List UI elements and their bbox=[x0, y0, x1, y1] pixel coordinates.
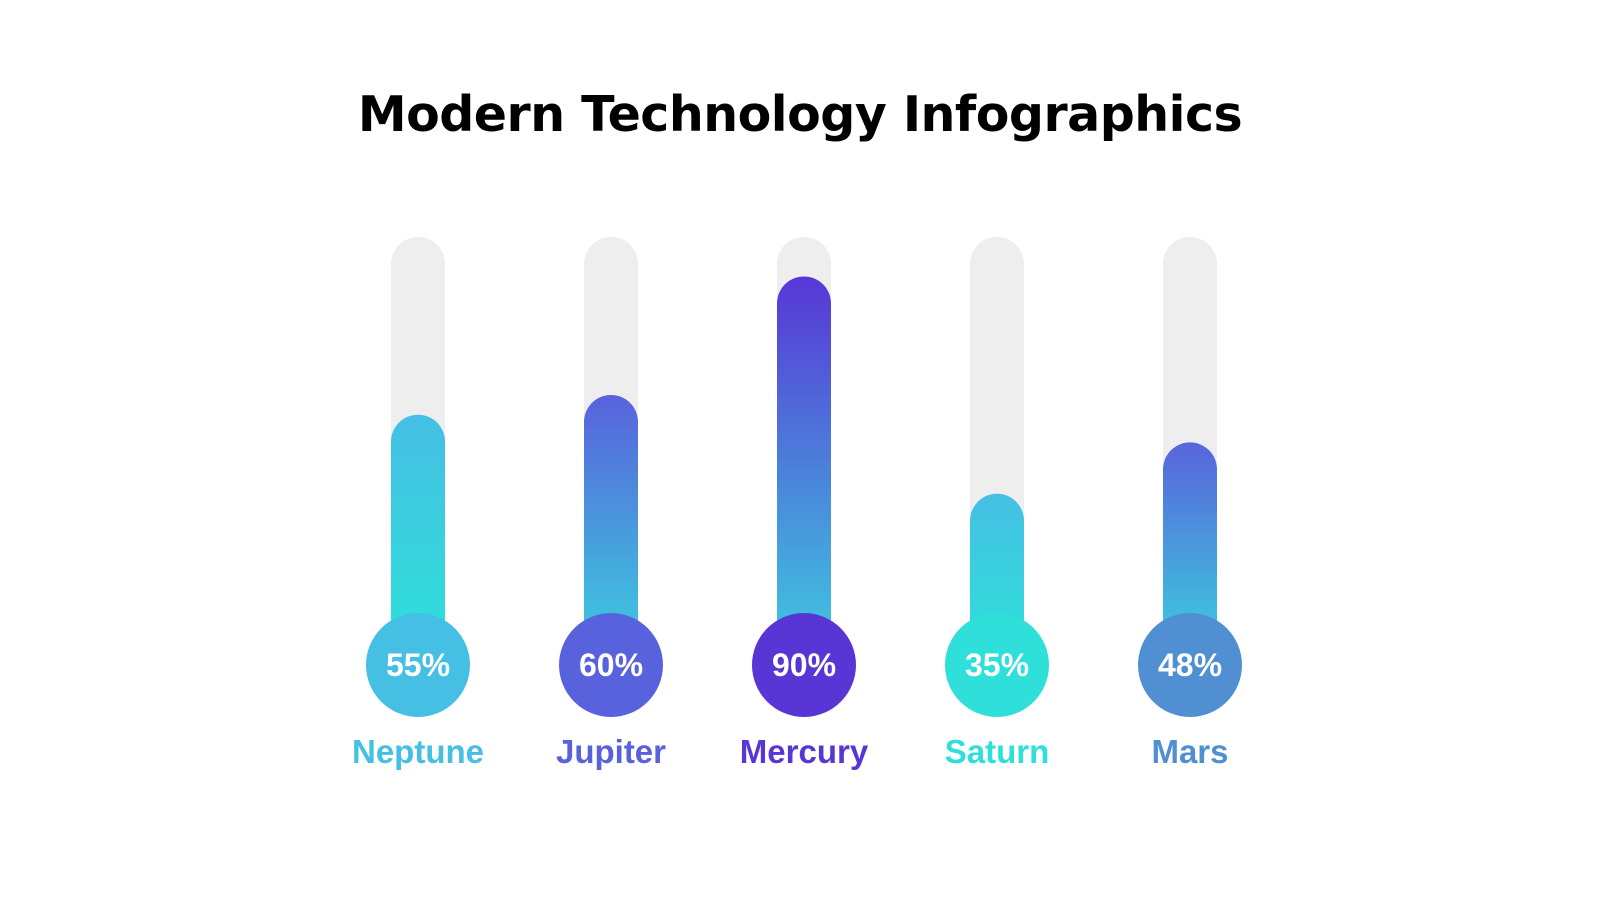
category-label-saturn: Saturn bbox=[945, 733, 1050, 770]
bar-group-mercury: 90% Mercury bbox=[740, 237, 869, 770]
category-label-mercury: Mercury bbox=[740, 733, 869, 770]
value-circle-neptune bbox=[366, 613, 470, 717]
value-label-mercury: 90% bbox=[772, 647, 836, 683]
value-label-jupiter: 60% bbox=[579, 647, 643, 683]
value-circle-mercury bbox=[752, 613, 856, 717]
bar-jupiter bbox=[584, 395, 638, 652]
bar-mercury bbox=[777, 276, 831, 652]
value-label-saturn: 35% bbox=[965, 647, 1029, 683]
bar-group-saturn: 35% Saturn bbox=[945, 237, 1050, 770]
value-label-neptune: 55% bbox=[386, 647, 450, 683]
bar-mars bbox=[1163, 442, 1217, 652]
value-label-mars: 48% bbox=[1158, 647, 1222, 683]
value-circle-jupiter bbox=[559, 613, 663, 717]
bar-group-mars: 48% Mars bbox=[1138, 237, 1242, 770]
bar-group-neptune: 55% Neptune bbox=[352, 237, 484, 770]
category-label-mars: Mars bbox=[1151, 733, 1228, 770]
category-label-neptune: Neptune bbox=[352, 733, 484, 770]
bar-saturn bbox=[970, 493, 1024, 652]
chart-area: 55% Neptune 60% Jupiter 90% Mercury 35% Saturn 4… bbox=[352, 237, 1242, 770]
bar-neptune bbox=[391, 414, 445, 652]
value-circle-saturn bbox=[945, 613, 1049, 717]
page-title: Modern Technology Infographics bbox=[358, 86, 1242, 143]
category-label-jupiter: Jupiter bbox=[556, 733, 666, 770]
value-circle-mars bbox=[1138, 613, 1242, 717]
bar-group-jupiter: 60% Jupiter bbox=[556, 237, 666, 770]
